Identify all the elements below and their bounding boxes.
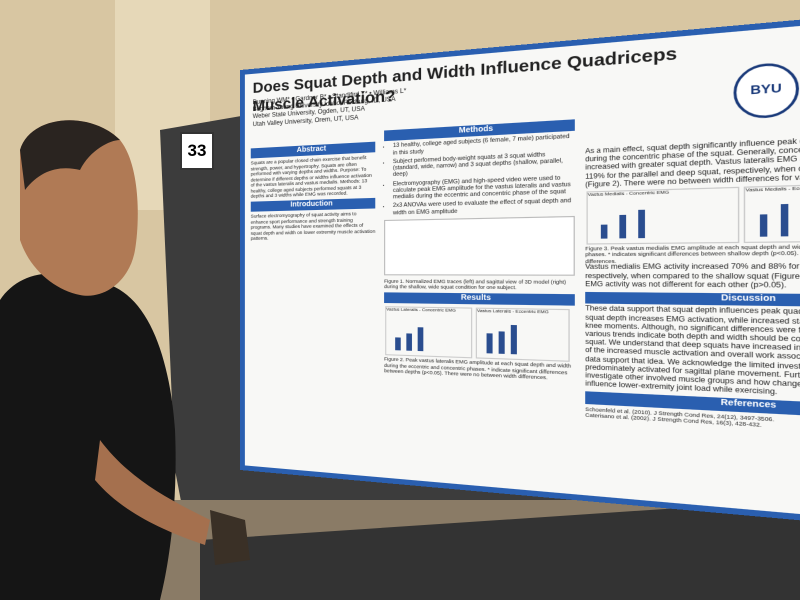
leg-background — [210, 510, 250, 565]
person-arm — [95, 440, 210, 545]
poster-number: 33 — [180, 132, 214, 170]
person-hair — [20, 120, 120, 190]
board-shadow — [200, 500, 800, 600]
person-body — [0, 273, 176, 600]
